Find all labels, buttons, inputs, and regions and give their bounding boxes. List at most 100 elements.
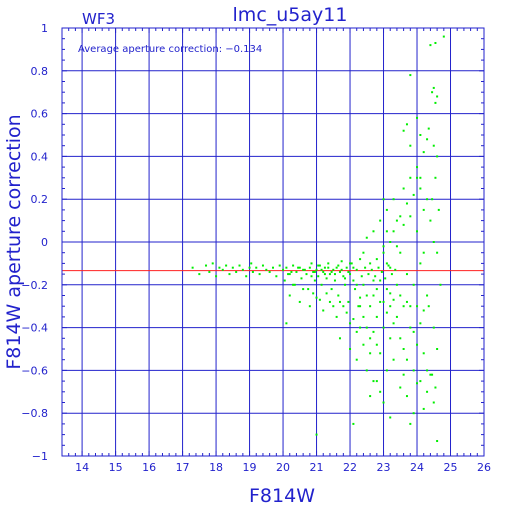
- data-point: [347, 270, 350, 273]
- data-point: [419, 262, 422, 265]
- y-tick-label: 0.6: [31, 108, 49, 121]
- data-points: [191, 35, 445, 443]
- data-point: [382, 251, 385, 254]
- x-tick-label: 19: [243, 461, 257, 474]
- axis-ticks: [61, 27, 485, 457]
- data-point: [315, 433, 318, 436]
- data-point: [308, 305, 311, 308]
- data-point: [392, 230, 395, 233]
- data-point: [369, 337, 372, 340]
- data-point: [399, 337, 402, 340]
- data-point: [332, 305, 335, 308]
- x-tick-label: 20: [276, 461, 290, 474]
- data-point: [313, 270, 316, 273]
- data-point: [399, 294, 402, 297]
- data-point: [419, 134, 422, 136]
- data-point: [434, 101, 437, 104]
- data-point: [317, 264, 320, 267]
- x-tick-label: 26: [477, 461, 491, 474]
- data-point: [333, 279, 336, 282]
- data-point: [345, 311, 348, 314]
- data-point: [328, 300, 331, 303]
- data-point: [330, 270, 333, 273]
- y-tick-label: −1: [32, 450, 48, 463]
- data-point: [432, 86, 435, 89]
- data-point: [422, 352, 425, 355]
- data-point: [338, 300, 341, 303]
- data-point: [344, 277, 347, 280]
- data-point: [298, 266, 301, 269]
- data-point: [375, 343, 378, 346]
- data-point: [287, 273, 290, 276]
- data-point: [412, 193, 415, 196]
- data-point: [387, 264, 390, 267]
- data-point: [431, 373, 434, 376]
- data-point: [318, 298, 321, 301]
- data-point: [342, 275, 345, 278]
- y-tick-label: −0.2: [21, 279, 48, 292]
- data-point: [399, 251, 402, 254]
- data-point: [375, 288, 378, 291]
- data-point: [369, 352, 372, 355]
- data-point: [317, 275, 320, 278]
- data-point: [313, 279, 316, 282]
- data-point: [352, 422, 355, 425]
- x-tick-label: 18: [209, 461, 223, 474]
- data-point: [290, 270, 293, 273]
- data-point: [416, 230, 419, 233]
- data-point: [359, 258, 362, 261]
- data-point: [395, 245, 398, 248]
- data-point: [342, 305, 345, 308]
- average-annotation: Average aperture correction: −0.134: [78, 44, 262, 55]
- data-point: [416, 166, 419, 169]
- y-tick-label: −0.6: [21, 364, 48, 377]
- data-point: [338, 270, 341, 273]
- data-point: [402, 305, 405, 308]
- data-point: [312, 270, 315, 273]
- data-point: [427, 305, 430, 308]
- data-point: [278, 264, 281, 267]
- data-point: [442, 35, 445, 38]
- data-point: [349, 273, 352, 276]
- data-point: [292, 264, 295, 267]
- data-point: [426, 369, 429, 372]
- data-point: [422, 309, 425, 312]
- data-point: [283, 279, 286, 282]
- data-point: [389, 337, 392, 340]
- data-point: [365, 294, 368, 297]
- chart-title: lmc_u5ay11: [233, 4, 348, 26]
- data-point: [225, 264, 228, 267]
- data-point: [372, 330, 375, 333]
- data-point: [385, 288, 388, 291]
- data-point: [372, 294, 375, 297]
- data-point: [405, 300, 408, 303]
- data-point: [323, 273, 326, 276]
- data-point: [374, 275, 377, 278]
- data-point: [436, 348, 439, 350]
- data-point: [360, 275, 363, 278]
- data-point: [328, 273, 331, 276]
- data-point: [382, 198, 385, 201]
- data-point: [402, 187, 405, 190]
- data-point: [352, 318, 355, 321]
- data-point: [389, 241, 392, 243]
- data-point: [349, 322, 352, 325]
- data-point: [436, 440, 439, 443]
- data-point: [385, 369, 388, 372]
- data-point: [352, 279, 355, 282]
- data-point: [362, 343, 365, 346]
- data-point: [416, 305, 419, 308]
- data-point: [367, 273, 370, 276]
- data-point: [375, 380, 378, 383]
- data-point: [419, 187, 422, 190]
- x-axis-label: F814W: [249, 485, 315, 507]
- data-point: [389, 416, 392, 419]
- data-point: [327, 266, 330, 269]
- data-point: [412, 369, 415, 372]
- y-axis-label: F814W aperture correction: [3, 114, 25, 369]
- data-point: [392, 298, 395, 301]
- data-point: [426, 294, 429, 297]
- data-point: [405, 202, 408, 205]
- data-point: [365, 369, 368, 372]
